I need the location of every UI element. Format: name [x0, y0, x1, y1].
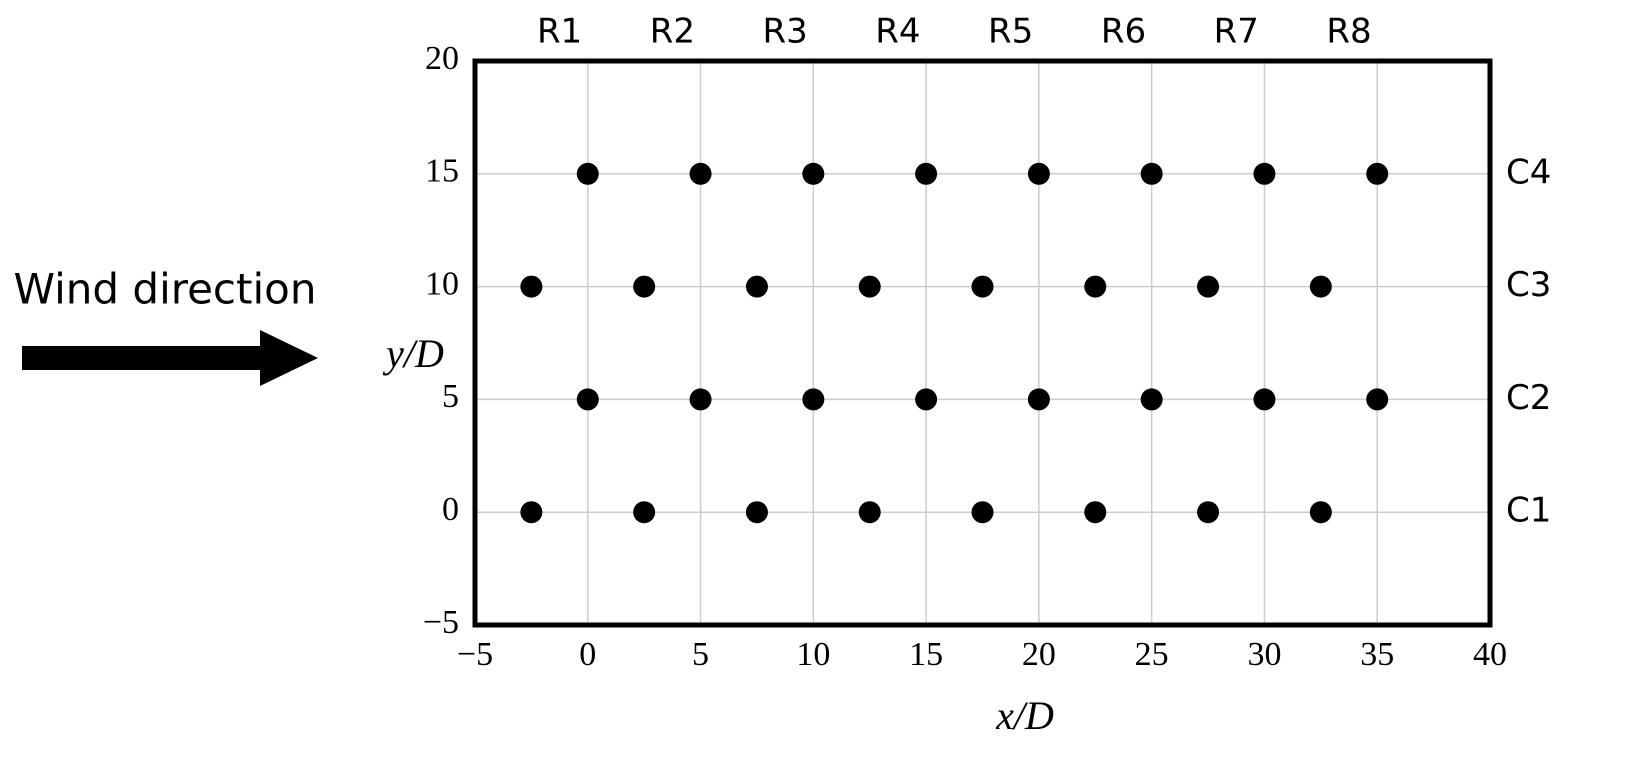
turbine-point: [802, 162, 825, 185]
turbine-point: [1253, 162, 1276, 185]
column-label: R8: [1326, 12, 1371, 52]
row-label: C2: [1506, 378, 1551, 418]
x-tick-label: 35: [1360, 636, 1394, 673]
row-label: C4: [1506, 152, 1551, 192]
row-label: C1: [1506, 491, 1551, 531]
x-tick-label: 10: [796, 636, 830, 673]
x-tick-label: 0: [579, 636, 596, 673]
turbine-point: [520, 275, 543, 298]
x-tick-label: 40: [1473, 636, 1507, 673]
turbine-point: [1309, 501, 1332, 524]
y-tick-label: 5: [442, 378, 459, 415]
column-label: R7: [1214, 12, 1259, 52]
turbine-point: [1084, 501, 1107, 524]
turbine-point: [520, 501, 543, 524]
turbine-point: [576, 388, 599, 411]
x-tick-label: 30: [1247, 636, 1281, 673]
x-tick-label: 5: [692, 636, 709, 673]
turbine-point: [745, 275, 768, 298]
column-label: R5: [988, 12, 1033, 52]
turbine-point: [1197, 275, 1220, 298]
turbine-point: [971, 275, 994, 298]
turbine-point: [689, 388, 712, 411]
x-axis-label: x/D: [995, 693, 1054, 738]
column-label: R3: [763, 12, 808, 52]
turbine-point: [633, 275, 656, 298]
turbine-point: [915, 162, 938, 185]
y-tick-label: 0: [442, 491, 459, 528]
annotation: Wind direction: [14, 265, 317, 314]
turbine-point: [689, 162, 712, 185]
turbine-point: [1027, 388, 1050, 411]
y-tick-label: 10: [425, 265, 459, 302]
x-tick-label: 15: [909, 636, 943, 673]
turbine-point: [971, 501, 994, 524]
x-tick-label: 20: [1022, 636, 1056, 673]
column-label: R2: [650, 12, 695, 52]
x-tick-label: −5: [457, 636, 493, 673]
turbine-point: [745, 501, 768, 524]
turbine-point: [1253, 388, 1276, 411]
plot-frame: [472, 58, 1493, 628]
turbine-point: [1197, 501, 1220, 524]
turbine-point: [802, 388, 825, 411]
column-label: R4: [875, 12, 920, 52]
turbine-point: [633, 501, 656, 524]
row-label: C3: [1506, 265, 1551, 305]
turbine-point: [915, 388, 938, 411]
turbine-point: [1027, 162, 1050, 185]
y-tick-label: 15: [425, 153, 459, 190]
column-label: R6: [1101, 12, 1146, 52]
x-tick-label: 25: [1135, 636, 1169, 673]
y-tick-label: −5: [423, 604, 459, 641]
y-axis-label: y/D: [382, 331, 444, 376]
turbine-point: [1084, 275, 1107, 298]
y-tick-label: 20: [425, 40, 459, 77]
turbine-point: [1366, 388, 1389, 411]
turbine-point: [1309, 275, 1332, 298]
turbine-point: [1140, 162, 1163, 185]
wind-arrow: [22, 330, 318, 386]
column-label: R1: [537, 12, 582, 52]
turbine-point: [576, 162, 599, 185]
turbine-point: [858, 275, 881, 298]
turbine-point: [1366, 162, 1389, 185]
turbine-point: [1140, 388, 1163, 411]
turbine-point: [858, 501, 881, 524]
